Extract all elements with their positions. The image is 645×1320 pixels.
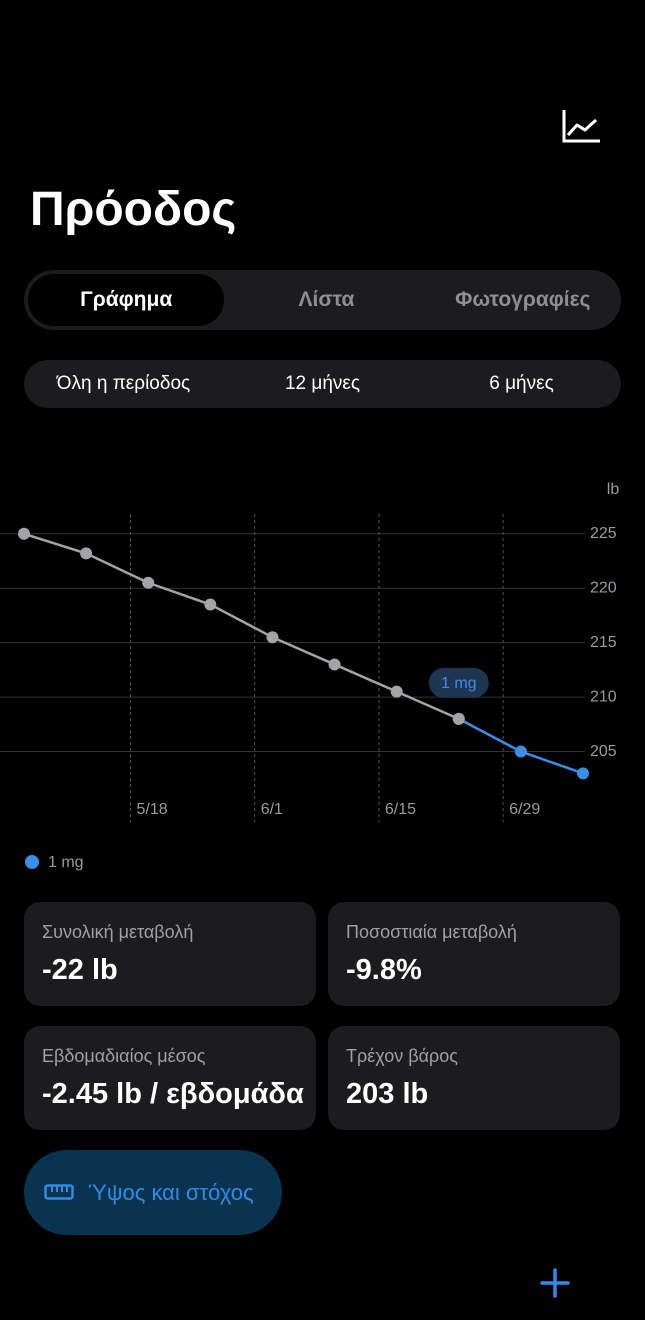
tab[interactable]: Γράφημα bbox=[28, 274, 225, 326]
chart: lb 225 220 215 210 205 5/18 6/1 6/15 6/29 1 mg 1 m… bbox=[0, 481, 620, 871]
data-point bbox=[514, 745, 527, 758]
y-tick-label: 215 bbox=[590, 634, 617, 651]
button-label: Ύψος και στόχος bbox=[88, 1180, 254, 1205]
data-point bbox=[577, 767, 589, 780]
stat-card: Εβδομαδιαίος μέσος -2.45 lb / εβδομάδα bbox=[24, 1026, 316, 1130]
view-tabs: Γράφημα Λίστα Φωτογραφίες bbox=[24, 270, 621, 330]
range-option[interactable]: Όλη η περίοδος bbox=[56, 373, 191, 394]
stat-value: 203 lb bbox=[346, 1078, 429, 1110]
data-point bbox=[80, 547, 93, 560]
y-tick-label: 220 bbox=[590, 579, 617, 596]
stat-value: -9.8% bbox=[346, 954, 422, 986]
data-point bbox=[18, 527, 30, 540]
stat-label: Εβδομαδιαίος μέσος bbox=[42, 1046, 206, 1066]
data-point bbox=[266, 631, 279, 644]
stat-label: Ποσοστιαία μεταβολή bbox=[346, 922, 517, 942]
x-tick-label: 6/29 bbox=[509, 801, 540, 818]
stat-label: Τρέχον βάρος bbox=[346, 1046, 458, 1066]
range-option[interactable]: 12 μήνες bbox=[284, 373, 361, 394]
add-button[interactable] bbox=[540, 1268, 570, 1298]
x-tick-label: 5/18 bbox=[136, 801, 167, 818]
stat-card: Συνολική μεταβολή -22 lb bbox=[24, 902, 316, 1006]
stat-value: -2.45 lb / εβδομάδα bbox=[42, 1078, 304, 1110]
data-point bbox=[328, 658, 341, 671]
x-tick-label: 6/15 bbox=[385, 801, 416, 818]
range-selector: Όλη η περίοδος 12 μήνες 6 μήνες bbox=[24, 360, 621, 408]
y-unit: lb bbox=[607, 481, 620, 498]
data-point bbox=[142, 576, 155, 589]
data-point bbox=[452, 712, 465, 725]
stat-card: Τρέχον βάρος 203 lb bbox=[328, 1026, 620, 1130]
stat-value: -22 lb bbox=[42, 954, 118, 986]
data-point bbox=[204, 598, 217, 611]
stat-card: Ποσοστιαία μεταβολή -9.8% bbox=[328, 902, 620, 1006]
y-tick-label: 210 bbox=[590, 688, 617, 705]
series-line bbox=[23, 532, 460, 721]
data-point bbox=[390, 685, 403, 698]
annotation-badge bbox=[428, 667, 489, 698]
legend-label: 1 mg bbox=[48, 854, 84, 871]
annotation: 1 mg bbox=[428, 667, 489, 698]
stat-label: Συνολική μεταβολή bbox=[42, 922, 194, 942]
tab[interactable]: Φωτογραφίες bbox=[455, 288, 591, 311]
legend-swatch bbox=[25, 855, 39, 869]
x-tick-label: 6/1 bbox=[261, 801, 283, 818]
y-tick-label: 205 bbox=[590, 743, 617, 760]
annotation-text: 1 mg bbox=[441, 675, 477, 692]
y-tick-label: 225 bbox=[590, 525, 617, 542]
ruler-icon bbox=[44, 1184, 74, 1200]
range-option[interactable]: 6 μήνες bbox=[489, 373, 554, 394]
chart-icon[interactable] bbox=[560, 108, 602, 144]
height-goal-button[interactable]: Ύψος και στόχος bbox=[24, 1150, 282, 1235]
page-title: Πρόοδος bbox=[30, 183, 237, 236]
tab[interactable]: Λίστα bbox=[298, 288, 355, 311]
